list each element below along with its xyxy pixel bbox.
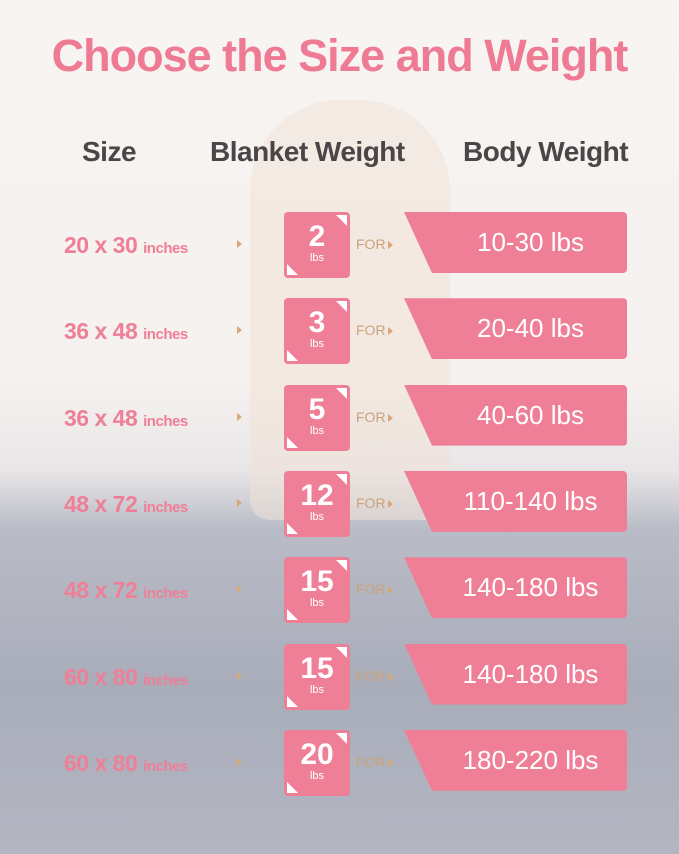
arrow-icon — [237, 412, 242, 421]
arrow-icon — [387, 499, 393, 508]
size-row: 60 x 80 inches 15 lbs FOR 140-180 lbs — [0, 643, 679, 710]
for-label: FOR — [356, 668, 393, 684]
for-label: FOR — [356, 754, 393, 770]
for-label: FOR — [356, 322, 393, 338]
for-label: FOR — [356, 581, 393, 597]
arrow-icon — [237, 240, 242, 248]
size-label: 36 x 48 inches — [64, 318, 188, 345]
blanket-weight-badge: 15 lbs — [284, 557, 350, 624]
for-label: FOR — [356, 409, 393, 425]
for-label: FOR — [356, 236, 393, 252]
body-weight-banner: 110-140 lbs — [404, 470, 627, 532]
size-label: 36 x 48 inches — [64, 404, 188, 431]
arrow-icon — [387, 586, 393, 595]
arrow-icon — [387, 241, 393, 249]
header-blanket-weight: Blanket Weight — [210, 136, 405, 167]
size-row: 36 x 48 inches 3 lbs FOR 20-40 lbs — [0, 298, 679, 365]
page-title: Choose the Size and Weight — [51, 30, 629, 81]
size-label: 60 x 80 inches — [64, 749, 188, 776]
size-label: 48 x 72 inches — [64, 490, 188, 517]
size-label: 20 x 30 inches — [64, 232, 188, 258]
header-size: Size — [82, 136, 137, 167]
blanket-weight-badge: 20 lbs — [284, 729, 350, 796]
arrow-icon — [237, 498, 242, 507]
blanket-weight-badge: 15 lbs — [284, 643, 350, 710]
body-weight-banner: 180-220 lbs — [404, 729, 627, 791]
blanket-weight-badge: 12 lbs — [284, 470, 350, 537]
body-weight-banner: 40-60 lbs — [404, 384, 627, 446]
size-row: 48 x 72 inches 15 lbs FOR 140-180 lbs — [0, 557, 679, 624]
arrow-icon — [387, 413, 393, 422]
body-weight-banner: 140-180 lbs — [404, 643, 627, 705]
arrow-icon — [387, 327, 393, 336]
header-body-weight: Body Weight — [463, 136, 629, 167]
arrow-icon — [237, 326, 242, 335]
size-row: 36 x 48 inches 5 lbs FOR 40-60 lbs — [0, 384, 679, 451]
arrow-icon — [387, 672, 393, 681]
size-row: 20 x 30 inches 2 lbs FOR 10-30 lbs — [0, 212, 679, 278]
size-row: 48 x 72 inches 12 lbs FOR 110-140 lbs — [0, 470, 679, 537]
size-row: 60 x 80 inches 20 lbs FOR 180-220 lbs — [0, 729, 679, 796]
arrow-icon — [237, 671, 242, 680]
arrow-icon — [237, 757, 242, 766]
blanket-weight-badge: 2 lbs — [284, 212, 350, 278]
blanket-weight-badge: 5 lbs — [284, 384, 350, 451]
body-weight-banner: 140-180 lbs — [404, 557, 627, 619]
arrow-icon — [387, 758, 393, 767]
size-label: 48 x 72 inches — [64, 577, 188, 604]
body-weight-banner: 20-40 lbs — [404, 298, 627, 360]
arrow-icon — [237, 585, 242, 594]
size-label: 60 x 80 inches — [64, 663, 188, 690]
blanket-weight-badge: 3 lbs — [284, 298, 350, 365]
body-weight-banner: 10-30 lbs — [404, 212, 627, 273]
for-label: FOR — [356, 495, 393, 511]
